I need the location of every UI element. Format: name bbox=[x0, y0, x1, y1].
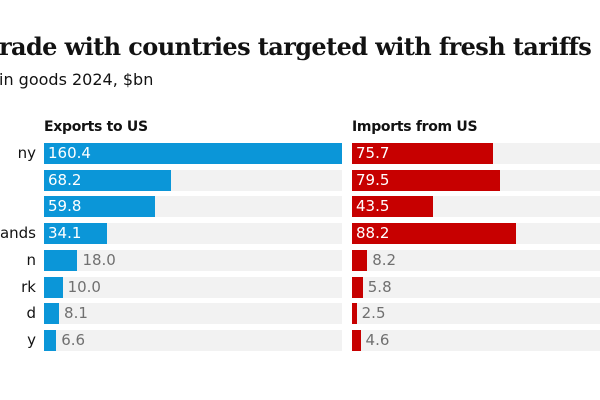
country-label: rk bbox=[21, 278, 36, 296]
export-value-label: 59.8 bbox=[48, 197, 82, 215]
export-track bbox=[44, 250, 342, 271]
import-bar bbox=[352, 330, 361, 351]
import-bar bbox=[352, 170, 500, 191]
import-track bbox=[352, 330, 600, 351]
export-value-label: 6.6 bbox=[61, 331, 86, 349]
export-bar bbox=[44, 250, 78, 271]
country-label: n bbox=[26, 251, 36, 269]
export-value-label: 18.0 bbox=[82, 251, 116, 269]
import-bar bbox=[352, 143, 493, 164]
export-track bbox=[44, 223, 342, 244]
import-bar bbox=[352, 277, 363, 298]
import-bar bbox=[352, 250, 368, 271]
imports-column-header: Imports from US bbox=[352, 119, 478, 135]
export-bar bbox=[44, 277, 63, 298]
export-bar bbox=[44, 143, 342, 164]
country-label: lands bbox=[0, 224, 36, 242]
import-bar bbox=[352, 223, 516, 244]
export-value-label: 68.2 bbox=[48, 171, 82, 189]
import-track bbox=[352, 303, 600, 324]
export-value-label: 34.1 bbox=[48, 224, 82, 242]
export-track bbox=[44, 303, 342, 324]
export-bar bbox=[44, 330, 57, 351]
import-value-label: 79.5 bbox=[356, 171, 390, 189]
country-label: ny bbox=[17, 144, 36, 162]
import-value-label: 8.2 bbox=[372, 251, 397, 269]
export-value-label: 10.0 bbox=[67, 278, 101, 296]
export-bar bbox=[44, 223, 108, 244]
chart-subtitle: in goods 2024, $bn bbox=[0, 70, 154, 89]
export-value-label: 8.1 bbox=[64, 304, 88, 322]
import-value-label: 88.2 bbox=[356, 224, 390, 242]
import-track bbox=[352, 250, 600, 271]
country-label: d bbox=[26, 304, 36, 322]
import-value-label: 2.5 bbox=[361, 304, 386, 322]
export-bar bbox=[44, 170, 171, 191]
export-bar bbox=[44, 303, 60, 324]
import-bar bbox=[352, 303, 357, 324]
exports-column-header: Exports to US bbox=[44, 119, 148, 135]
import-bar bbox=[352, 196, 433, 217]
export-value-label: 160.4 bbox=[48, 144, 91, 162]
chart-title: rade with countries targeted with fresh … bbox=[0, 32, 592, 61]
import-value-label: 75.7 bbox=[356, 144, 390, 162]
export-track bbox=[44, 330, 342, 351]
import-value-label: 43.5 bbox=[356, 197, 390, 215]
country-label: y bbox=[27, 331, 36, 349]
export-bar bbox=[44, 196, 156, 217]
import-track bbox=[352, 277, 600, 298]
import-value-label: 4.6 bbox=[365, 331, 390, 349]
import-value-label: 5.8 bbox=[367, 278, 392, 296]
export-track bbox=[44, 277, 342, 298]
